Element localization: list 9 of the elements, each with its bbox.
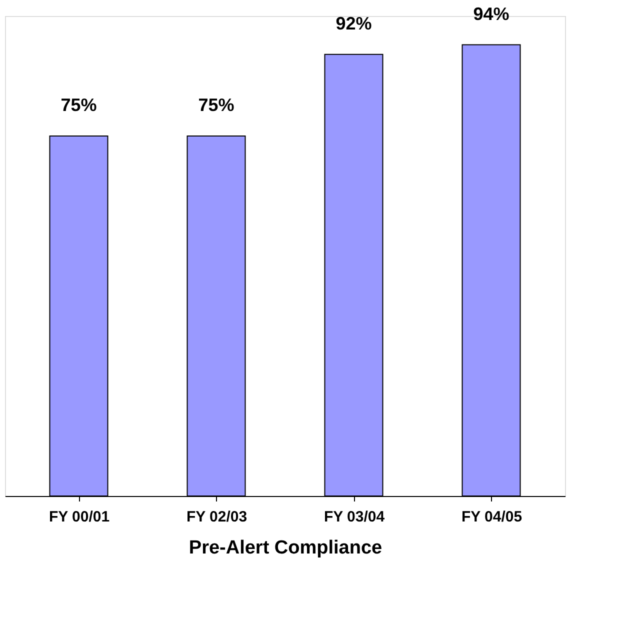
x-tick-label: FY 03/04 — [324, 508, 386, 526]
data-label: 75% — [60, 95, 97, 115]
x-tick-label: FY 04/05 — [461, 508, 522, 526]
x-axis-title: Pre-Alert Compliance — [188, 538, 382, 558]
data-label: 92% — [336, 13, 372, 34]
x-tick-label: FY 00/01 — [48, 508, 110, 526]
data-label: 75% — [198, 95, 234, 115]
x-tick-label: FY 02/03 — [186, 508, 248, 526]
data-label: 94% — [473, 4, 510, 24]
